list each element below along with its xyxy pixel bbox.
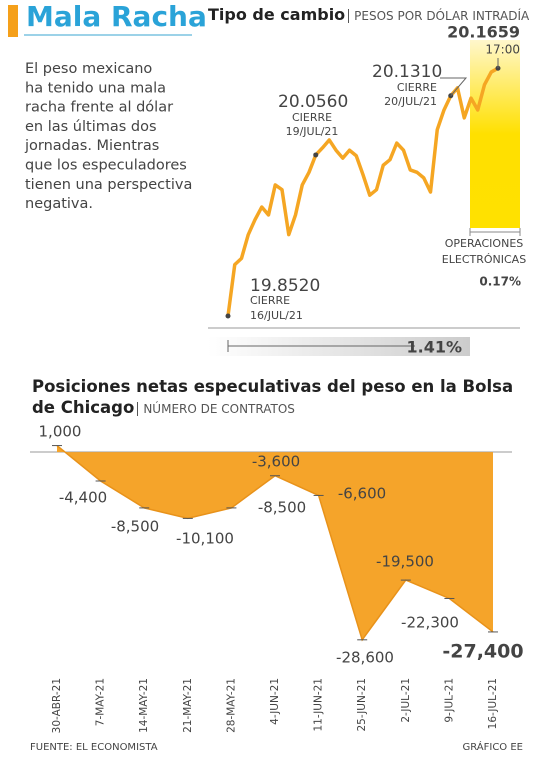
leader <box>440 77 468 97</box>
intro: El peso mexicano ha tenido una mala racha … <box>24 61 192 212</box>
intro-line: racha frente al dólar <box>25 100 173 116</box>
credit: GRÁFICO EE <box>462 740 523 753</box>
annotation-note: CIERRE <box>292 111 332 124</box>
intro-line: en las últimas dos <box>25 119 157 135</box>
annotation-note: CIERRE <box>250 294 290 307</box>
value-label: -28,600 <box>336 649 394 667</box>
total-change: 1.41% <box>406 338 462 357</box>
title: Tipo de cambio <box>208 5 346 24</box>
x-tick-label: 25-JUN-21 <box>356 678 368 732</box>
x-tick-label: 30-ABR-21 <box>51 678 63 733</box>
area <box>57 445 493 640</box>
subtitle: PESOS POR DÓLAR INTRADÍA <box>348 9 530 23</box>
intro-line: ha tenido una mala <box>25 80 166 96</box>
value-label: -10,100 <box>176 530 234 548</box>
marker <box>313 152 319 158</box>
annotation-value: 20.0560 <box>278 92 348 112</box>
annotation-value: 20.1659 <box>447 23 520 42</box>
page-title: Mala Racha <box>26 0 207 33</box>
intro-line: El peso mexicano <box>25 61 152 77</box>
value-label: -3,600 <box>252 453 300 471</box>
annotation-note: CIERRE <box>397 81 437 94</box>
marker <box>225 313 231 319</box>
marker <box>495 65 501 71</box>
accent-bar <box>8 5 18 37</box>
x-tick-label: 2-JUL-21 <box>400 678 412 723</box>
zone-label: ELECTRÓNICAS <box>442 253 526 266</box>
value-label: -22,300 <box>401 614 459 632</box>
x-tick-label: 28-MAY-21 <box>225 678 237 733</box>
intro-line: negativa. <box>25 196 93 212</box>
value-label: -19,500 <box>376 553 434 571</box>
intro-line: que los especuladores <box>25 158 187 174</box>
value-label: -27,400 <box>442 641 523 663</box>
annotation-note: 16/JUL/21 <box>250 309 303 322</box>
annotation-note: 19/JUL/21 <box>286 125 339 138</box>
x-tick-label: 9-JUL-21 <box>443 678 455 723</box>
intro-line: jornadas. Mientras <box>24 138 159 154</box>
intro-line: tienen una perspectiva <box>25 177 192 193</box>
value-label: -8,500 <box>111 518 159 536</box>
x-tick-label: 14-MAY-21 <box>138 678 150 733</box>
value-label: 1,000 <box>39 423 82 441</box>
value-label: -8,500 <box>258 499 306 517</box>
annotation-value: 20.1310 <box>372 62 442 82</box>
annotation-note: 20/JUL/21 <box>384 95 437 108</box>
zone-change: 0.17% <box>479 275 521 289</box>
x-tick-label: 16-JUL-21 <box>487 678 499 729</box>
title: Posiciones netas especulativas del peso … <box>32 377 514 417</box>
chart2-title: Posiciones netas especulativas del peso … <box>32 376 522 420</box>
x-tick-label: 4-JUN-21 <box>269 678 281 725</box>
value-label: -4,400 <box>59 489 107 507</box>
subtitle: NÚMERO DE CONTRATOS <box>137 402 295 416</box>
annotation-note: 17:00 <box>485 43 520 57</box>
zone-label: OPERACIONES <box>445 237 524 250</box>
source: FUENTE: EL ECONOMISTA <box>30 742 158 753</box>
x-tick-label: 21-MAY-21 <box>182 678 194 733</box>
value-label: -6,600 <box>338 485 386 503</box>
x-tick-label: 7-MAY-21 <box>95 678 107 726</box>
x-tick-label: 11-JUN-21 <box>313 678 325 732</box>
chart1-title: Tipo de cambio PESOS POR DÓLAR INTRADÍA <box>208 5 530 24</box>
annotation-value: 19.8520 <box>250 276 320 296</box>
